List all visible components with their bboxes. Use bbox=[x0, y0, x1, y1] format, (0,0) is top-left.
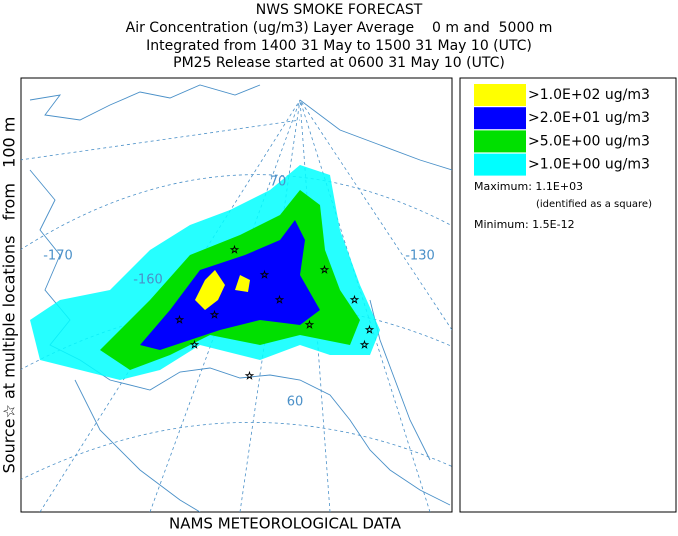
svg-text:☆: ☆ bbox=[350, 295, 359, 306]
legend-label: >1.0E+02 ug/m3 bbox=[528, 87, 650, 103]
svg-text:☆: ☆ bbox=[365, 325, 374, 336]
smoke-plume bbox=[30, 165, 380, 380]
source-markers: ☆ ☆ ☆ ☆ ☆ ☆ ☆ ☆ ☆ ☆ ☆ ☆ bbox=[175, 245, 375, 383]
map: ☆ ☆ ☆ ☆ ☆ ☆ ☆ ☆ ☆ ☆ ☆ ☆ -170 -160 -130 70 60 bbox=[20, 77, 453, 513]
legend-swatch bbox=[474, 130, 526, 153]
map-label: -130 bbox=[405, 249, 435, 264]
svg-text:☆: ☆ bbox=[305, 320, 314, 331]
svg-text:☆: ☆ bbox=[190, 340, 199, 351]
svg-text:☆: ☆ bbox=[210, 310, 219, 321]
legend-swatch bbox=[474, 107, 526, 130]
map-label: -170 bbox=[43, 249, 73, 264]
svg-text:☆: ☆ bbox=[275, 295, 284, 306]
legend-swatch bbox=[474, 153, 526, 176]
subtitle: Air Concentration (ug/m3) Layer Average … bbox=[126, 20, 553, 36]
svg-text:☆: ☆ bbox=[260, 270, 269, 281]
minimum: Minimum: 1.5E-12 bbox=[474, 218, 575, 231]
maximum-note: (identified as a square) bbox=[536, 199, 652, 210]
source-label: Source☆ at multiple locations from 100 m bbox=[0, 117, 19, 474]
legend-label: >1.0E+00 ug/m3 bbox=[528, 157, 650, 173]
footer: NAMS METEOROLOGICAL DATA bbox=[169, 515, 402, 533]
map-label: 60 bbox=[287, 395, 304, 410]
map-label: -160 bbox=[133, 273, 163, 288]
svg-text:☆: ☆ bbox=[175, 315, 184, 326]
svg-text:☆: ☆ bbox=[230, 245, 239, 256]
legend-label: >5.0E+00 ug/m3 bbox=[528, 133, 650, 149]
subtitle: PM25 Release started at 0600 31 May 10 (… bbox=[173, 55, 505, 71]
legend-swatch bbox=[474, 84, 526, 106]
svg-text:☆: ☆ bbox=[245, 371, 254, 382]
legend: Maximum: 1.1E+03 (identified as a square… bbox=[459, 77, 677, 513]
title: NWS SMOKE FORECAST bbox=[256, 2, 423, 18]
maximum: Maximum: 1.1E+03 bbox=[474, 180, 583, 193]
legend-label: >2.0E+01 ug/m3 bbox=[528, 110, 650, 126]
svg-text:☆: ☆ bbox=[320, 265, 329, 276]
subtitle: Integrated from 1400 31 May to 1500 31 M… bbox=[146, 38, 532, 54]
svg-text:☆: ☆ bbox=[360, 340, 369, 351]
map-label: 70 bbox=[270, 175, 287, 190]
